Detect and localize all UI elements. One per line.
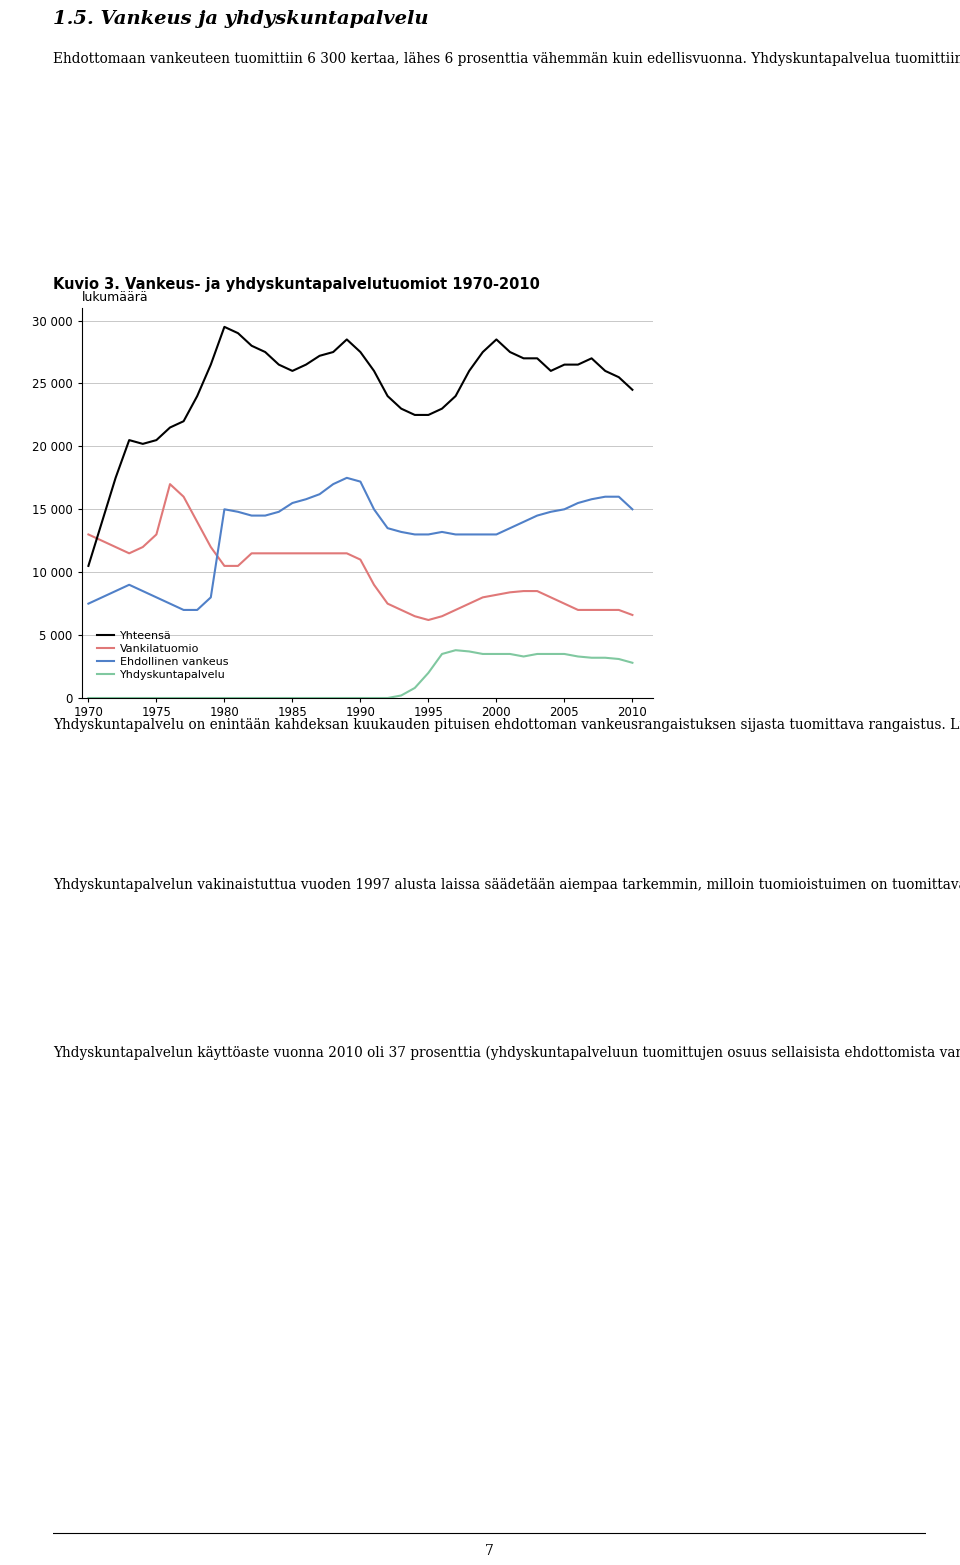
Text: Ehdottomaan vankeuteen tuomittiin 6 300 kertaa, lähes 6 prosenttia vähemmän kuin: Ehdottomaan vankeuteen tuomittiin 6 300 … [53, 52, 960, 66]
Text: Yhdyskuntapalvelun vakinaistuttua vuoden 1997 alusta laissa säädetään aiempaa ta: Yhdyskuntapalvelun vakinaistuttua vuoden… [53, 878, 960, 892]
Text: Kuvio 3. Vankeus- ja yhdyskuntapalvelutuomiot 1970-2010: Kuvio 3. Vankeus- ja yhdyskuntapalvelutu… [53, 277, 540, 293]
Text: 7: 7 [485, 1545, 494, 1559]
Text: 1.5. Vankeus ja yhdyskuntapalvelu: 1.5. Vankeus ja yhdyskuntapalvelu [53, 9, 428, 28]
Text: lukumäärä: lukumäärä [82, 291, 148, 304]
Text: Yhdyskuntapalvelu on enintään kahdeksan kuukauden pituisen ehdottoman vankeusran: Yhdyskuntapalvelu on enintään kahdeksan … [53, 718, 960, 732]
Legend: Yhteensä, Vankilatuomio, Ehdollinen vankeus, Yhdyskuntapalvelu: Yhteensä, Vankilatuomio, Ehdollinen vank… [93, 626, 232, 684]
Text: Yhdyskuntapalvelun käyttöaste vuonna 2010 oli 37 prosenttia (yhdyskuntapalveluun: Yhdyskuntapalvelun käyttöaste vuonna 201… [53, 1045, 960, 1061]
